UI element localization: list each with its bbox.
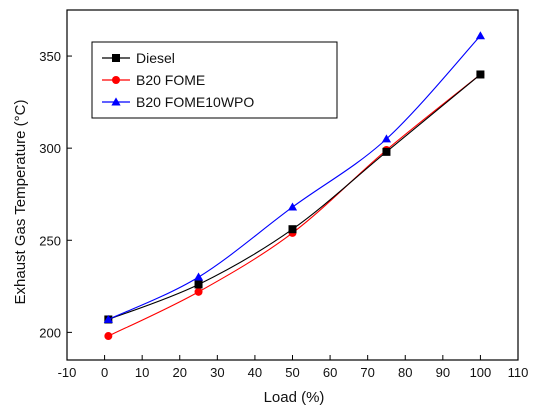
legend-label: Diesel <box>136 50 175 66</box>
x-axis-label: Load (%) <box>264 389 325 406</box>
y-axis: 200 250 300 350 <box>39 49 72 340</box>
data-point <box>382 147 391 156</box>
x-tick-label: 70 <box>360 365 374 380</box>
data-point <box>104 332 113 341</box>
x-tick-label: 30 <box>210 365 224 380</box>
x-tick-label: 110 <box>508 365 529 380</box>
data-point <box>475 31 486 40</box>
legend-marker <box>112 54 120 62</box>
data-point <box>287 202 298 211</box>
x-tick-label: -10 <box>58 365 77 380</box>
x-axis: -10 0 10 20 30 40 50 60 70 80 90 100 110 <box>58 355 529 380</box>
data-point <box>193 272 204 281</box>
data-point <box>288 225 297 234</box>
series-layer <box>103 31 486 341</box>
x-tick-label: 90 <box>436 365 450 380</box>
data-point <box>103 314 113 323</box>
legend-label: B20 FOME10WPO <box>136 94 254 110</box>
x-tick-label: 40 <box>248 365 262 380</box>
y-axis-label: Exhaust Gas Temperature (°C) <box>12 100 29 305</box>
series-triangle <box>103 31 486 323</box>
legend: Diesel B20 FOME B20 FOME10WPO <box>91 41 338 119</box>
x-tick-label: 100 <box>470 365 492 380</box>
y-tick-label: 250 <box>39 233 61 248</box>
x-tick-label: 10 <box>135 365 149 380</box>
x-tick-label: 0 <box>101 365 108 380</box>
legend-box <box>91 41 338 119</box>
legend-label: B20 FOME <box>136 72 205 88</box>
legend-marker <box>112 76 120 84</box>
data-point <box>476 70 485 79</box>
y-tick-label: 350 <box>39 49 61 64</box>
x-tick-label: 80 <box>398 365 412 380</box>
legend-marker <box>111 97 121 106</box>
x-tick-label: 50 <box>285 365 299 380</box>
data-point <box>194 280 203 289</box>
data-point <box>381 134 392 143</box>
x-tick-label: 20 <box>173 365 187 380</box>
x-tick-label: 60 <box>323 365 337 380</box>
y-tick-label: 200 <box>39 325 61 340</box>
data-point <box>194 287 203 296</box>
y-tick-label: 300 <box>39 141 61 156</box>
